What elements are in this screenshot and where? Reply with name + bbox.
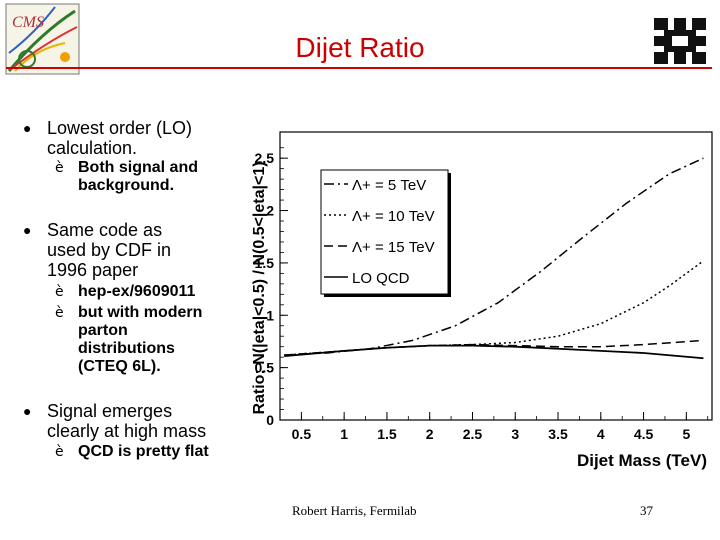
arrow-icon: è [55,444,64,460]
series-line-3 [284,339,704,356]
x-tick-label: 5 [682,426,690,442]
bullet-dot: ● [23,403,32,419]
bullet-2-sub-2: è but with modern parton distributions (… [55,304,203,376]
x-tick-label: 4.5 [634,426,654,442]
y-tick-label: 0 [266,412,274,428]
fermilab-logo [650,12,710,70]
x-tick-label: 4 [597,426,605,442]
bullet-1-line-2: calculation. [47,138,138,158]
y-tick-label: 0.5 [255,360,275,376]
bullet-2-line-3: 1996 paper [47,260,139,280]
bullet-1-sub-1-line-2: background. [78,177,175,194]
footer-author: Robert Harris, Fermilab [292,503,417,518]
legend-label: Λ+ = 5 TeV [352,177,426,194]
bullet-2-sub-1: è hep-ex/9609011 [55,283,196,301]
x-tick-label: 3.5 [548,426,568,442]
x-tick-label: 1 [340,426,348,442]
bullet-1-sub-1: è Both signal and background. [55,159,198,195]
bullet-dot: ● [23,120,32,136]
bullet-1-line-1: Lowest order (LO) [47,118,193,138]
bullet-2-line-1: Same code as [47,220,163,240]
slide-title: Dijet Ratio [295,32,425,63]
legend-label: Λ+ = 15 TeV [352,239,435,256]
bullet-2: ● Same code as used by CDF in 1996 paper [23,220,172,280]
y-tick-label: 1 [266,307,274,323]
bullet-dot: ● [23,222,32,238]
bullet-1-sub-1-line-1: Both signal and [78,159,198,176]
bullet-3-sub-1: è QCD is pretty flat [55,443,209,461]
cms-logo-text: CMS [12,14,44,31]
chart-y-axis-label: Ratio: N(|eta|<0.5) / N(0.5<|eta|<1) [251,161,268,414]
chart-x-axis-label: Dijet Mass (TeV) [577,451,707,470]
arrow-icon: è [55,160,64,176]
bullet-3-sub-1-line-1: QCD is pretty flat [78,443,209,460]
arrow-icon: è [55,305,64,321]
bullet-1: ● Lowest order (LO) calculation. [23,118,193,158]
x-tick-label: 3 [511,426,519,442]
legend-label: LO QCD [352,270,410,287]
bullet-2-sub-2-line-1: but with modern [78,304,203,321]
title-divider [6,67,712,69]
dijet-ratio-chart: 0.5 1 1.5 2 2.5 3 3.5 4 4.5 5 0 0.5 1 1.5 2 2.5 Λ+ = 5 … [251,131,713,470]
bullet-3-line-2: clearly at high mass [47,421,207,441]
y-tick-label: 2 [266,203,274,219]
series-line-1 [284,157,704,356]
arrow-icon: è [55,284,64,300]
bullet-2-sub-2-line-3: distributions [78,340,175,357]
series-line-4 [284,344,704,360]
bullet-2-sub-2-line-4: (CTEQ 6L). [78,358,161,375]
bullet-2-line-2: used by CDF in [47,240,172,260]
bullet-2-sub-1-line-1: hep-ex/9609011 [78,283,196,300]
x-tick-label: 1.5 [377,426,397,442]
x-tick-label: 0.5 [292,426,312,442]
x-tick-label: 2 [426,426,434,442]
legend-label: Λ+ = 10 TeV [352,208,435,225]
legend-box [320,169,449,295]
page-number: 37 [640,503,653,518]
y-tick-label: 2.5 [255,150,275,166]
x-tick-label: 2.5 [463,426,483,442]
bullet-2-sub-2-line-2: parton [78,322,128,339]
cms-logo: CMS [5,3,80,75]
y-tick-label: 1.5 [255,255,275,271]
series-line-2 [284,260,704,356]
bullet-3: ● Signal emerges clearly at high mass [23,401,207,441]
bullet-3-line-1: Signal emerges [47,401,173,421]
